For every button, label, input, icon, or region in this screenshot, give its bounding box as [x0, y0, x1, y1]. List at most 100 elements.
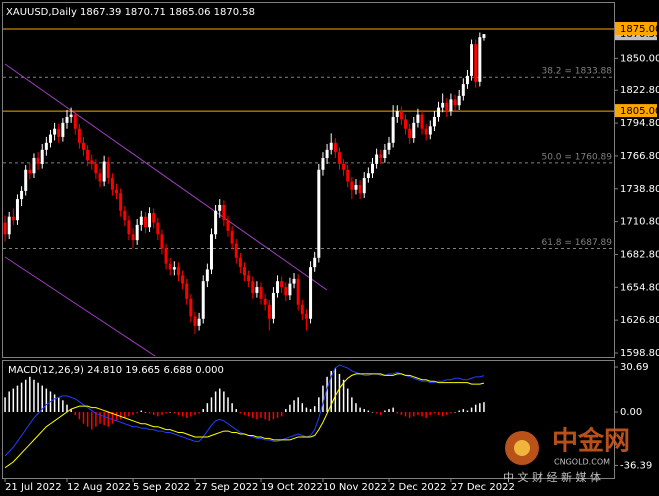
macd-histogram-bar [53, 394, 56, 413]
price-line-box [615, 104, 657, 118]
macd-line [4, 373, 485, 469]
macd-histogram-bar [194, 412, 196, 415]
candle-body [218, 204, 222, 211]
candle-body [416, 114, 420, 123]
macd-histogram-bar [218, 388, 221, 413]
macd-histogram-bar [12, 388, 15, 413]
y-tick-label: 30.69 [620, 362, 649, 373]
candle-body [160, 234, 164, 249]
candle-body [98, 173, 102, 182]
candle-body [313, 257, 317, 268]
macd-histogram-bar [45, 388, 48, 413]
macd-histogram-bar [474, 404, 477, 413]
candle-body [115, 189, 119, 194]
macd-histogram-bar [198, 412, 200, 414]
macd-histogram-bar [276, 412, 279, 418]
macd-histogram-bar [309, 409, 312, 413]
candle-body [391, 116, 395, 143]
candle-body [457, 95, 461, 106]
macd-line [4, 364, 485, 457]
candle-body [379, 154, 383, 159]
candle-body [304, 314, 308, 319]
macd-histogram-bar [330, 370, 332, 413]
macd-histogram-bar [437, 412, 440, 415]
macd-histogram-bar [318, 397, 320, 413]
macd-histogram-bar [367, 410, 370, 413]
candle-body [193, 316, 197, 326]
macd-histogram-bar [4, 397, 6, 413]
chart-title: XAUUSD,Daily 1867.39 1870.71 1865.06 187… [6, 7, 255, 18]
candle-body [15, 199, 19, 221]
candle-body [48, 134, 52, 143]
macd-histogram-bar [338, 373, 341, 413]
macd-histogram-bar [185, 412, 188, 418]
macd-histogram-bar [119, 412, 122, 420]
macd-histogram-bar [157, 412, 159, 417]
macd-histogram-bar [441, 412, 444, 417]
candle-body [28, 169, 32, 174]
candle-body [11, 216, 15, 221]
macd-histogram-bar [425, 412, 427, 418]
candle-body [325, 149, 329, 159]
macd-histogram-bar [334, 368, 337, 413]
candle-body [40, 149, 44, 164]
macd-histogram-bar [446, 412, 448, 415]
candle-body [189, 298, 193, 317]
y-tick-label: 1766.80 [620, 151, 659, 162]
macd-histogram-bar [57, 397, 60, 413]
macd-histogram-bar [421, 412, 423, 417]
channel-upper [4, 63, 328, 291]
candle-body [106, 161, 110, 178]
candle-body [214, 210, 218, 235]
macd-histogram-bar [128, 412, 130, 417]
candle-body [156, 222, 160, 235]
candle-body [226, 220, 230, 231]
macd-histogram-bar [161, 412, 163, 415]
candle-body [247, 275, 251, 282]
macd-histogram-bar [107, 412, 110, 427]
macd-histogram-bar [404, 412, 407, 417]
candle-body [267, 304, 271, 319]
candle-body [408, 128, 412, 139]
macd-histogram-bar [91, 412, 93, 430]
candle-body [288, 283, 292, 296]
candle-body [478, 37, 482, 82]
macd-histogram-bar [408, 412, 411, 418]
candle-body [139, 216, 143, 225]
logo-core [514, 440, 530, 456]
macd-histogram-bar [417, 412, 419, 415]
candle-body [90, 160, 94, 164]
macd-histogram-bar [293, 400, 295, 413]
candle-body [321, 158, 325, 170]
candle-body [69, 114, 73, 117]
candle-body [337, 152, 341, 164]
candle-body [3, 222, 7, 235]
macd-histogram-bar [359, 407, 361, 413]
candle-body [300, 304, 304, 315]
macd-histogram-bar [388, 409, 390, 413]
macd-histogram-bar [37, 382, 39, 413]
x-tick-label: 2 Dec 2022 [389, 482, 447, 493]
candle-body [44, 142, 48, 150]
watermark: 中金网 CNGOLD.COM 中 文 财 经 新 媒 体 [503, 426, 630, 485]
macd-histogram-bar [66, 404, 68, 413]
macd-histogram-bar [392, 407, 394, 413]
x-tick-label: 12 Aug 2022 [67, 482, 131, 493]
macd-histogram-bar [289, 404, 291, 413]
candle-body [7, 216, 11, 235]
candle-body [271, 292, 275, 319]
watermark-name: 中金网 [552, 426, 630, 457]
macd-histogram-bar [136, 412, 138, 414]
macd-histogram-bar [111, 412, 114, 424]
candle-body [20, 190, 24, 200]
macd-histogram-bar [169, 412, 171, 413]
fibo-level-label: 38.2 = 1833.88 [541, 67, 612, 77]
macd-histogram-bar [305, 407, 308, 413]
macd-histogram-bar [371, 412, 374, 413]
x-tick-label: 27 Sep 2022 [195, 482, 258, 493]
macd-histogram-bar [16, 385, 19, 413]
candle-body [375, 154, 379, 164]
macd-histogram-bar [8, 391, 10, 413]
macd-histogram-bar [99, 412, 101, 424]
y-tick-label: 1654.80 [620, 282, 659, 293]
